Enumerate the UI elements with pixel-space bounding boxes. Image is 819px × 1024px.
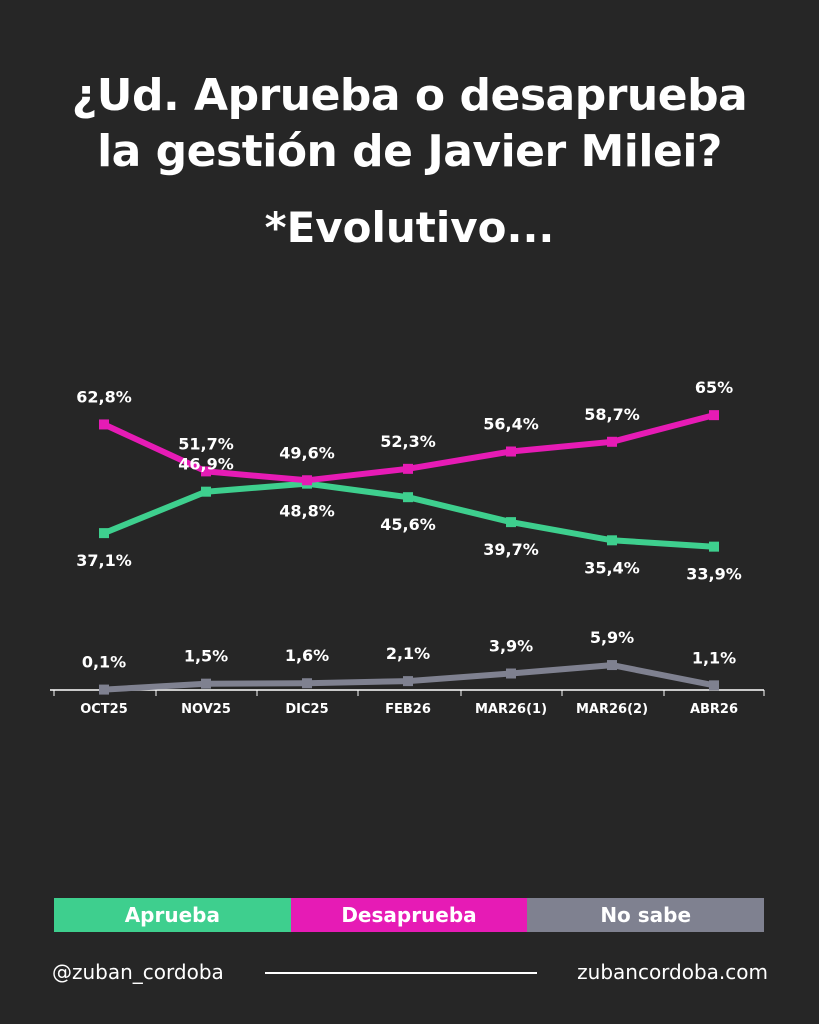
data-point-aprueba — [709, 541, 719, 552]
title-line-1: ¿Ud. Aprueba o desaprueba — [71, 70, 748, 121]
social-handle: @zuban_cordoba — [52, 960, 224, 984]
data-point-desaprueba — [99, 419, 109, 430]
data-point-aprueba — [99, 528, 109, 539]
data-label-aprueba: 37,1% — [76, 551, 132, 570]
data-point-aprueba — [201, 486, 211, 497]
data-label-desaprueba: 65% — [695, 378, 733, 397]
data-point-no-sabe — [403, 676, 413, 687]
chart-subtitle: *Evolutivo... — [264, 203, 555, 252]
data-label-no-sabe: 5,9% — [590, 628, 634, 647]
data-label-no-sabe: 1,1% — [692, 648, 736, 667]
data-point-desaprueba — [302, 475, 312, 486]
data-point-aprueba — [403, 492, 413, 503]
data-label-no-sabe: 3,9% — [489, 637, 533, 656]
data-label-aprueba: 45,6% — [380, 515, 436, 534]
data-label-desaprueba: 58,7% — [584, 405, 640, 424]
x-tick-label: MAR26(2) — [576, 702, 648, 717]
chart-title: ¿Ud. Aprueba o desaprueba la gestión de … — [0, 68, 819, 180]
legend-item-aprueba: Aprueba — [54, 898, 291, 932]
data-point-desaprueba — [201, 466, 211, 477]
data-label-aprueba: 39,7% — [483, 540, 539, 559]
data-point-desaprueba — [607, 436, 617, 447]
x-tick-label: MAR26(1) — [475, 702, 547, 717]
data-point-no-sabe — [302, 678, 312, 689]
legend-item-no-sabe: No sabe — [527, 898, 765, 932]
data-label-desaprueba: 51,7% — [178, 434, 234, 453]
x-tick-label: DIC25 — [285, 702, 328, 717]
data-label-desaprueba: 56,4% — [483, 415, 539, 434]
data-label-desaprueba: 49,6% — [279, 443, 335, 462]
legend: Aprueba Desaprueba No sabe — [54, 898, 765, 932]
data-label-no-sabe: 2,1% — [386, 644, 430, 663]
x-tick-label: OCT25 — [80, 702, 128, 717]
data-label-no-sabe: 1,6% — [285, 646, 329, 665]
title-line-2: la gestión de Javier Milei? — [97, 126, 722, 177]
data-label-no-sabe: 1,5% — [184, 647, 228, 666]
data-label-aprueba: 46,9% — [178, 455, 234, 474]
website-link: zubancordoba.com — [577, 960, 768, 984]
data-label-desaprueba: 62,8% — [76, 387, 132, 406]
data-point-no-sabe — [709, 680, 719, 691]
data-label-aprueba: 48,8% — [279, 502, 335, 521]
data-point-no-sabe — [607, 660, 617, 671]
data-point-desaprueba — [403, 463, 413, 474]
x-tick-label: NOV25 — [181, 702, 231, 717]
data-point-aprueba — [506, 517, 516, 528]
data-point-desaprueba — [506, 446, 516, 457]
x-tick-label: ABR26 — [690, 702, 738, 717]
data-label-aprueba: 33,9% — [686, 565, 742, 584]
data-point-desaprueba — [709, 410, 719, 421]
x-tick-label: FEB26 — [385, 702, 431, 717]
footer-divider — [265, 972, 537, 974]
data-point-no-sabe — [506, 668, 516, 679]
legend-item-desaprueba: Desaprueba — [290, 898, 528, 932]
data-label-no-sabe: 0,1% — [82, 653, 126, 672]
data-label-desaprueba: 52,3% — [380, 432, 436, 451]
data-point-no-sabe — [99, 684, 109, 695]
data-label-aprueba: 35,4% — [584, 558, 640, 577]
data-point-no-sabe — [201, 678, 211, 689]
data-point-aprueba — [607, 535, 617, 546]
